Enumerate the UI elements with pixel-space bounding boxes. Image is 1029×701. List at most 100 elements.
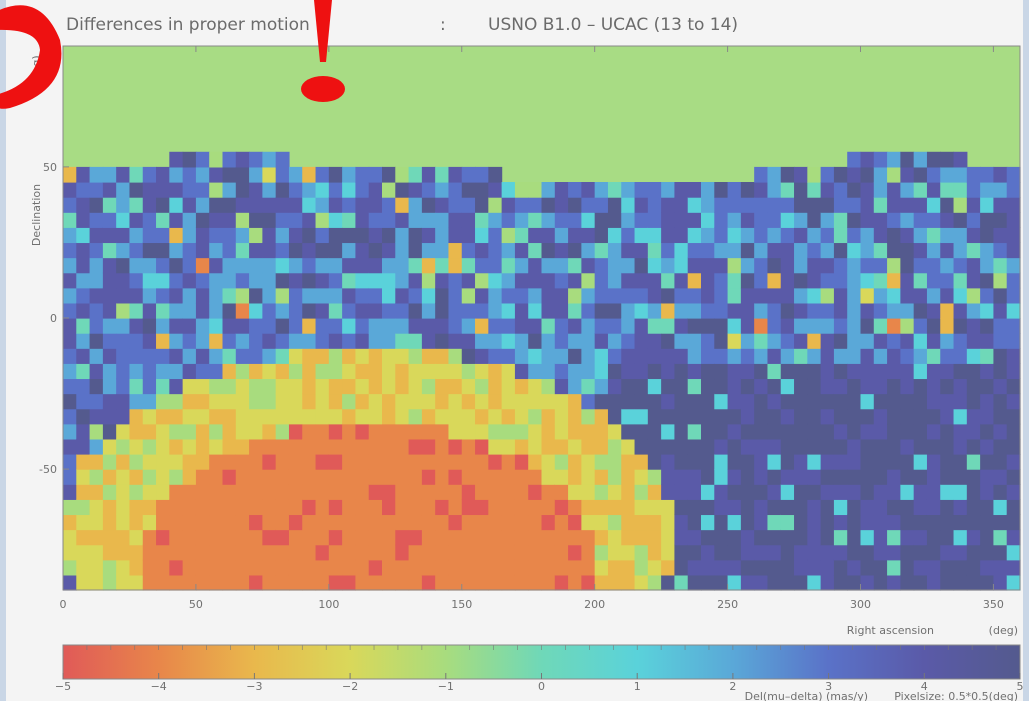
heatmap-cell [288,484,303,500]
heatmap-cell [235,408,250,425]
heatmap-cell [727,454,742,470]
heatmap-cell [315,454,330,470]
heatmap-cell [235,272,250,289]
heatmap-cell [488,393,503,410]
heatmap-cell [275,242,290,259]
heatmap-cell [461,529,476,546]
heatmap-cell [275,529,290,546]
heatmap-cell [794,529,808,546]
heatmap-cell [594,484,609,500]
heatmap-cell [621,484,636,500]
heatmap-cell [501,318,516,334]
heatmap-cell [195,408,210,425]
heatmap-cell [222,423,237,440]
heatmap-cell [714,559,729,576]
heatmap-cell [554,302,569,319]
heatmap-cell [89,257,104,274]
heatmap-cell [328,454,343,470]
heatmap-cell [488,348,503,364]
heatmap-cell [302,484,317,500]
x-axis-label: Right ascension [847,624,934,637]
heatmap-cell [488,499,503,516]
heatmap-cell [328,378,343,395]
heatmap-cell [940,378,955,395]
heatmap-cell [249,423,263,440]
heatmap-cell [182,363,197,380]
heatmap-cell [142,182,157,198]
heatmap-cell [980,257,995,274]
heatmap-cell [940,166,955,183]
heatmap-cell [382,166,396,183]
heatmap-cell [235,197,250,213]
heatmap-cell [594,257,609,274]
heatmap-cell [701,574,715,591]
heatmap-cell [328,348,343,364]
heatmap-cell [913,348,928,364]
heatmap-cell [541,514,556,531]
heatmap-cell [860,378,875,395]
heatmap-cell [687,499,702,516]
heatmap-cell [89,544,104,561]
heatmap-cell [541,287,556,304]
heatmap-cell [980,438,995,455]
x-tick-label: 0 [60,598,67,611]
heatmap-cell [435,242,450,259]
heatmap-cell [235,302,250,319]
heatmap-cell [355,499,370,516]
heatmap-cell [488,559,503,576]
heatmap-cell [953,227,968,244]
heatmap-cell [76,408,91,425]
heatmap-cell [235,484,250,500]
heatmap-cell [687,272,702,289]
heatmap-cell [262,438,277,455]
heatmap-cell [355,393,370,410]
heatmap-cell [408,227,423,244]
heatmap-cell [488,363,503,380]
heatmap-cell [275,363,290,380]
heatmap-cell [714,514,729,531]
heatmap-cell [634,363,649,380]
heatmap-cell [182,212,197,228]
heatmap-cell [740,408,755,425]
heatmap-cell [767,408,782,425]
heatmap-cell [262,499,277,516]
heatmap-cell [461,423,476,440]
heatmap-cell [913,302,928,319]
heatmap-cell [554,408,569,425]
heatmap-cell [182,348,197,364]
heatmap-cell [222,544,237,561]
heatmap-cell [89,514,104,531]
heatmap-cell [342,333,357,349]
heatmap-cell [621,287,636,304]
heatmap-cell [900,423,915,440]
heatmap-cell [740,423,755,440]
heatmap-cell [142,469,157,485]
heatmap-cell [594,227,609,244]
heatmap-cell [873,544,888,561]
heatmap-cell [368,257,383,274]
heatmap-cell [913,544,928,561]
heatmap-cell [461,166,476,183]
heatmap-cell [142,438,157,455]
heatmap-cell [209,514,224,531]
heatmap-cell [621,257,636,274]
heatmap-cell [156,212,170,228]
heatmap-cell [554,242,569,259]
heatmap-cell [634,182,649,198]
heatmap-cell [794,454,808,470]
heatmap-cell [461,257,476,274]
heatmap-cell [993,469,1008,485]
heatmap-cell [980,544,995,561]
heatmap-cell [235,529,250,546]
heatmap-cell [235,559,250,576]
heatmap-cell [302,166,317,183]
heatmap-cell [581,574,596,591]
heatmap-cell [674,363,689,380]
heatmap-cell [993,438,1008,455]
heatmap-cell [727,529,742,546]
heatmap-cell [913,242,928,259]
heatmap-cell [421,469,436,485]
heatmap-cell [554,197,569,213]
heatmap-cell [607,378,622,395]
heatmap-cell [701,559,715,576]
